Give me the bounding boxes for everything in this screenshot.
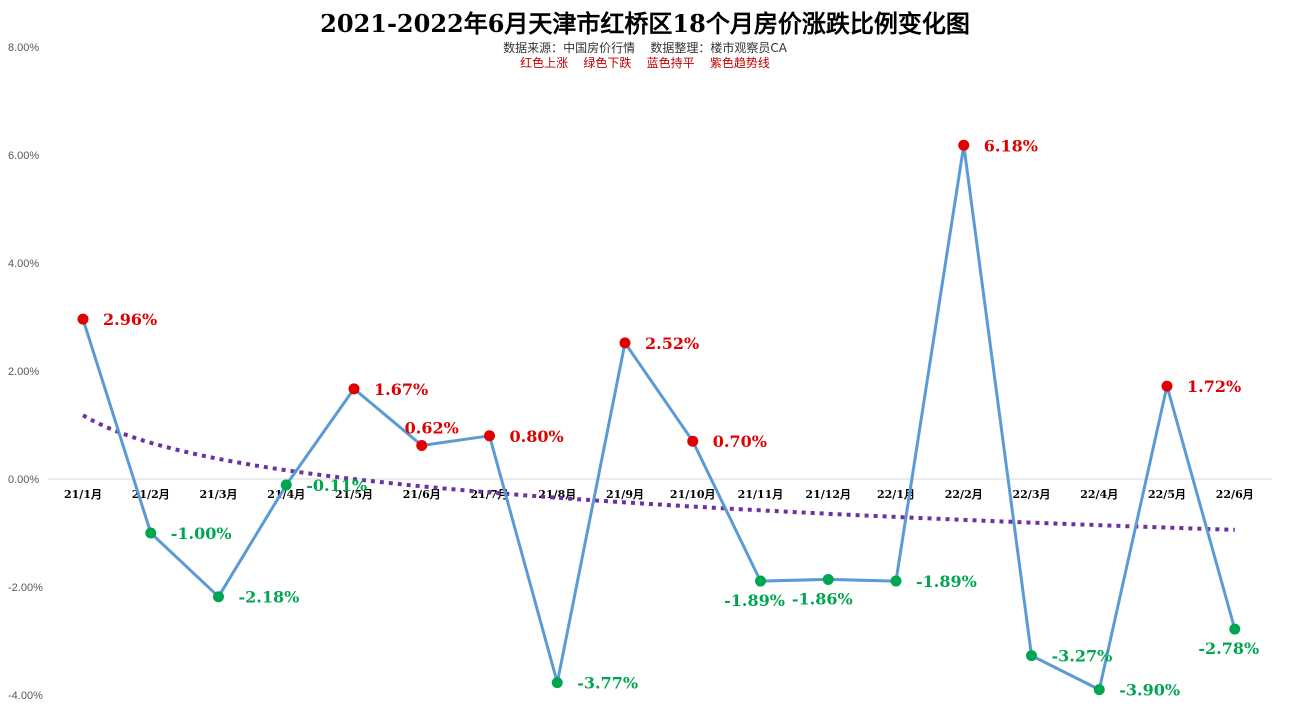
trendline-layer [82, 413, 1235, 532]
y-tick-label: 8.00% [8, 42, 39, 54]
data-point [348, 383, 360, 395]
data-point [484, 430, 495, 442]
y-tick-label: -2.00% [8, 582, 43, 594]
x-tick-label: 22/1月 [877, 488, 915, 501]
data-label: 1.72% [1187, 377, 1241, 396]
y-tick-label: 2.00% [8, 366, 39, 378]
data-label: -1.89% [724, 591, 785, 610]
x-tick-label: 21/8月 [538, 488, 576, 501]
y-axis: 8.00% 6.00% 4.00% 2.00% 0.00% -2.00% -4.00% [8, 42, 43, 702]
data-label: -2.18% [239, 588, 300, 607]
y-tick-label: 0.00% [8, 474, 39, 486]
x-tick-label: 21/7月 [471, 488, 509, 501]
x-tick-label: 21/2月 [132, 488, 170, 501]
data-point [687, 435, 699, 447]
data-label: 0.80% [510, 427, 564, 446]
data-point [77, 313, 89, 325]
data-point [1161, 380, 1173, 392]
data-label: -3.90% [1119, 681, 1180, 700]
x-tick-label: 22/3月 [1013, 488, 1051, 501]
data-label: -3.77% [577, 674, 638, 693]
x-tick-label: 21/3月 [200, 488, 238, 501]
data-labels-layer: 2.96% -1.00% -2.18% -0.11% 1.67% 0.62% 0.80% -3… [103, 136, 1259, 699]
data-point [213, 591, 224, 603]
data-label: 6.18% [984, 136, 1038, 155]
chart-title: 2021-2022年6月天津市红桥区18个月房价涨跌比例变化图 [320, 9, 970, 38]
x-tick-label: 21/11月 [738, 488, 784, 501]
data-point [551, 677, 563, 689]
data-point [755, 575, 766, 587]
data-label: -1.89% [916, 572, 977, 591]
data-label: 0.62% [405, 419, 459, 438]
data-label: -1.00% [171, 524, 232, 543]
chart-color-legend: 红色上涨 绿色下跌 蓝色持平 紫色趋势线 [520, 55, 770, 70]
chart-subtitle: 数据来源：中国房价行情 数据整理：楼市观察员CA [503, 40, 788, 55]
data-point [416, 440, 428, 452]
x-tick-label: 22/4月 [1080, 488, 1118, 501]
trendline [82, 413, 1235, 532]
data-label: 1.67% [374, 380, 428, 399]
x-tick-label: 21/12月 [805, 488, 851, 501]
data-point [890, 575, 902, 587]
data-label: -0.11% [306, 476, 367, 495]
y-tick-label: 6.00% [8, 150, 39, 162]
x-tick-label: 21/10月 [670, 488, 716, 501]
data-label: 2.96% [103, 310, 157, 329]
points-layer [77, 139, 1241, 696]
x-tick-label: 22/6月 [1216, 488, 1254, 501]
y-tick-label: 4.00% [8, 258, 39, 270]
x-tick-label: 21/1月 [64, 488, 102, 501]
data-point [619, 337, 631, 349]
series-line [81, 143, 1237, 692]
x-tick-label: 22/2月 [945, 488, 983, 501]
x-tick-label: 21/5月 [335, 488, 373, 501]
data-point [1026, 650, 1037, 662]
data-point [1229, 623, 1241, 635]
x-tick-label: 22/5月 [1148, 488, 1186, 501]
data-point [145, 527, 157, 539]
data-label: 0.70% [713, 432, 767, 451]
x-tick-label: 21/9月 [606, 488, 644, 501]
data-label: -1.86% [792, 589, 853, 608]
series-layer [81, 143, 1237, 692]
data-point [958, 139, 970, 151]
data-point [822, 573, 834, 585]
data-label: 2.52% [645, 334, 699, 353]
x-axis: 21/1月 21/2月 21/3月 21/4月 21/5月 21/6月 21/7月 21/8月… [48, 478, 1272, 501]
x-tick-label: 21/6月 [403, 488, 441, 501]
data-point [280, 479, 292, 491]
data-point [1093, 684, 1105, 696]
data-label: -2.78% [1198, 639, 1259, 658]
y-tick-label: -4.00% [8, 690, 43, 702]
data-label: -3.27% [1052, 647, 1113, 666]
